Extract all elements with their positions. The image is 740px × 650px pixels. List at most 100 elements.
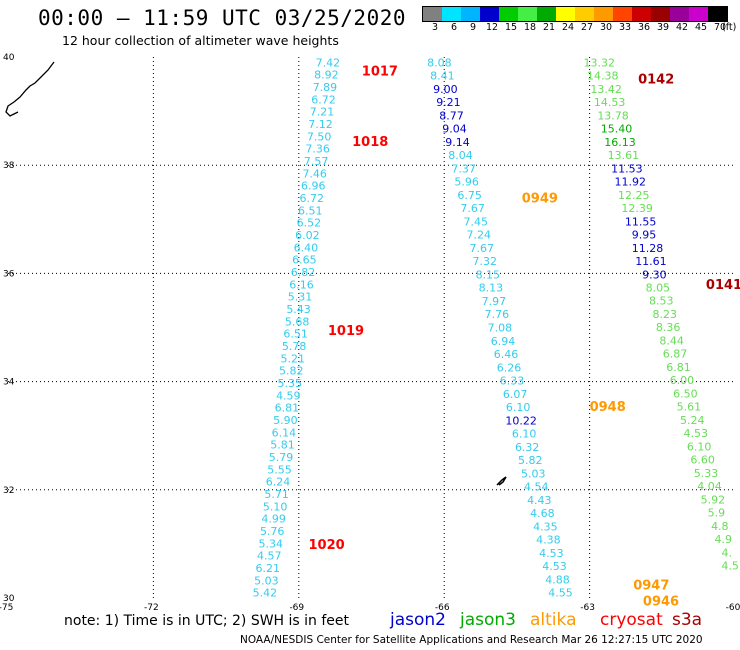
legend-swatch <box>594 7 613 21</box>
wave-height-value: 8.23 <box>652 308 677 321</box>
wave-height-value: 7.42 <box>316 56 341 69</box>
wave-height-value: 4.88 <box>545 573 570 586</box>
wave-height-value: 5.42 <box>253 587 278 600</box>
credit-line: NOAA/NESDIS Center for Satellite Applica… <box>240 634 703 646</box>
x-tick-label: -75 <box>0 603 13 610</box>
legend-swatch <box>499 7 518 21</box>
wave-height-value: 6.40 <box>294 241 319 254</box>
wave-height-value: 6.81 <box>275 402 300 415</box>
wave-height-value: 5.03 <box>521 467 546 480</box>
wave-height-value: 7.67 <box>470 242 495 255</box>
wave-height-value: 6.46 <box>494 348 519 361</box>
island-path <box>496 476 507 486</box>
wave-height-value: 6.16 <box>289 278 314 291</box>
wave-height-value: 4.43 <box>527 494 552 507</box>
time-annotation: 1018 <box>352 135 388 150</box>
legend-label: 3 <box>432 22 439 33</box>
x-tick-label: -63 <box>580 603 595 610</box>
wave-height-value: 9.30 <box>642 268 667 281</box>
wave-height-value: 4.35 <box>533 520 558 533</box>
wave-height-value: 8.53 <box>649 295 674 308</box>
wave-height-value: 6.87 <box>663 348 688 361</box>
wave-height-value: 6.82 <box>291 266 316 279</box>
wave-height-value: 8.41 <box>430 70 455 83</box>
wave-height-value: 8.08 <box>427 56 452 69</box>
wave-height-value: 7.24 <box>466 229 491 242</box>
wave-height-value: 8.15 <box>476 268 501 281</box>
wave-height-value: 6.21 <box>256 562 281 575</box>
wave-height-value: 6.00 <box>670 374 695 387</box>
wave-height-value: 7.37 <box>451 162 476 175</box>
chart-title: 00:00 – 11:59 UTC 03/25/2020 <box>38 6 407 30</box>
wave-height-value: 5.03 <box>254 574 279 587</box>
time-annotation: 0947 <box>633 578 669 593</box>
wave-height-value: 11.61 <box>635 255 667 268</box>
wave-height-value: 12.25 <box>618 189 650 202</box>
legend-swatch <box>423 7 442 21</box>
wave-height-value: 7.97 <box>482 295 507 308</box>
satellite-s3a: s3a <box>672 610 703 630</box>
legend-label: 42 <box>676 22 689 33</box>
time-annotation: 0948 <box>590 400 626 415</box>
wave-height-value: 8.36 <box>656 321 681 334</box>
legend-swatch <box>613 7 632 21</box>
legend-swatch <box>556 7 575 21</box>
wave-height-value: 7.45 <box>463 215 488 228</box>
wave-height-value: 6.72 <box>300 192 325 205</box>
legend-label: 33 <box>619 22 632 33</box>
wave-height-value: 9.14 <box>445 136 470 149</box>
legend-label: 30 <box>600 22 613 33</box>
wave-height-value: 11.55 <box>625 215 657 228</box>
wave-height-value: 6.72 <box>311 93 336 106</box>
wave-height-value: 4.55 <box>548 587 573 600</box>
time-annotation: 0946 <box>643 595 679 610</box>
footnote: note: 1) Time is in UTC; 2) SWH is in fe… <box>64 613 350 629</box>
x-tick-label: -66 <box>435 603 450 610</box>
wave-height-value: 5.10 <box>263 500 288 513</box>
wave-height-value: 5.9 <box>708 507 726 520</box>
y-tick-label: 34 <box>3 378 15 388</box>
wave-height-value: 4.04 <box>697 480 722 493</box>
legend-label: 21 <box>543 22 556 33</box>
satellite-jason2: jason2 <box>390 610 446 630</box>
wave-height-value: 5.33 <box>694 467 719 480</box>
wave-height-value: 6.65 <box>292 254 317 267</box>
wave-height-value: 4.53 <box>542 560 567 573</box>
chart-subtitle: 12 hour collection of altimeter wave hei… <box>62 33 339 48</box>
legend-swatch <box>575 7 594 21</box>
wave-height-value: 10.22 <box>505 414 537 427</box>
wave-height-value: 4.53 <box>539 547 564 560</box>
wave-height-value: 7.36 <box>305 143 330 156</box>
legend-label: 39 <box>657 22 670 33</box>
satellite-altika: altika <box>530 610 577 630</box>
wave-height-value: 4.5 <box>721 560 739 573</box>
wave-height-value: 5.79 <box>269 451 294 464</box>
wave-height-value: 4.59 <box>276 389 301 402</box>
wave-height-value: 14.38 <box>587 70 619 83</box>
x-tick-label: -72 <box>144 603 159 610</box>
wave-height-value: 6.81 <box>666 361 691 374</box>
legend-label: 15 <box>505 22 518 33</box>
wave-height-value: 13.42 <box>590 83 622 96</box>
x-tick-label: -69 <box>289 603 304 610</box>
wave-height-value: 6.07 <box>503 388 528 401</box>
legend-label: 9 <box>470 22 477 33</box>
time-annotation: 0141 <box>706 278 740 293</box>
wave-height-value: 11.28 <box>632 242 664 255</box>
wave-height-value: 6.33 <box>500 375 525 388</box>
legend-swatch <box>689 7 708 21</box>
wave-height-value: 5.78 <box>282 340 307 353</box>
wave-height-value: 5.71 <box>264 488 289 501</box>
satellite-cryosat: cryosat <box>600 610 663 630</box>
wave-height-value: 7.46 <box>302 167 327 180</box>
wave-height-value: 9.04 <box>442 123 467 136</box>
wave-height-value: 6.14 <box>272 426 297 439</box>
wave-height-value: 4.8 <box>711 520 729 533</box>
wave-height-value: 6.10 <box>687 440 712 453</box>
wave-height-value: 7.50 <box>307 130 332 143</box>
wave-height-value: 6.75 <box>457 189 482 202</box>
wave-height-value: 5.24 <box>680 414 705 427</box>
legend-label: 70 <box>714 22 727 33</box>
legend-swatch <box>670 7 689 21</box>
